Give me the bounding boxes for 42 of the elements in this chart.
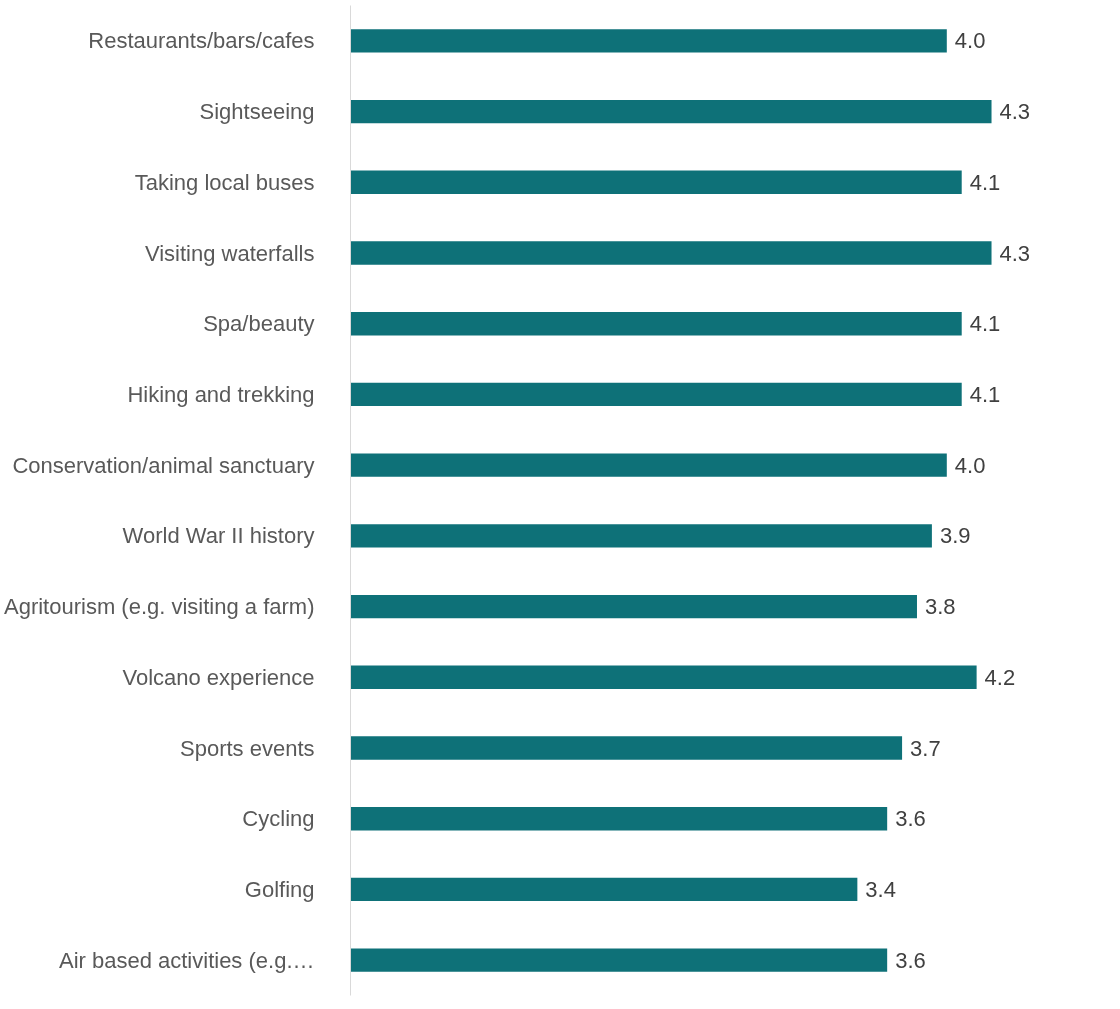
data-label: 3.6 — [895, 947, 926, 973]
y-tick-label: Taking local buses — [134, 169, 315, 195]
y-tick-label: Spa/beauty — [203, 311, 315, 337]
data-label: 4.1 — [969, 311, 1001, 337]
bar — [350, 877, 858, 902]
y-tick-label: Air based activities (e.g.… — [58, 947, 315, 973]
data-label: 4.0 — [954, 28, 986, 54]
y-tick-label: Golfing — [244, 876, 315, 902]
y-tick-label: Volcano experience — [122, 664, 315, 690]
y-tick-label: World War II history — [122, 523, 315, 549]
bar — [350, 736, 903, 760]
bar — [350, 312, 962, 336]
y-tick-label: Sports events — [179, 735, 315, 761]
data-label: 3.9 — [939, 523, 971, 549]
bar — [350, 453, 947, 477]
data-label: 3.7 — [910, 735, 941, 761]
data-label: 4.2 — [984, 664, 1016, 690]
bar — [350, 948, 888, 972]
bar — [350, 665, 977, 689]
bar — [350, 807, 888, 831]
y-tick-label: Sightseeing — [199, 99, 315, 125]
bar — [350, 524, 932, 548]
y-tick-label: Agritourism (e.g. visiting a farm) — [3, 594, 315, 620]
bar — [350, 170, 962, 194]
bar — [350, 382, 962, 407]
data-label: 3.8 — [924, 594, 956, 620]
y-tick-label: Conservation/animal sanctuary — [12, 452, 315, 478]
data-label: 3.4 — [865, 876, 896, 902]
bar — [350, 29, 947, 53]
data-label: 4.1 — [969, 169, 1001, 195]
bar — [350, 594, 917, 619]
y-tick-label: Restaurants/bars/cafes — [88, 28, 315, 54]
bar — [350, 99, 992, 124]
data-label: 4.1 — [969, 381, 1001, 407]
data-label: 3.6 — [895, 806, 926, 832]
data-label: 4.0 — [954, 452, 986, 478]
y-tick-label: Hiking and trekking — [127, 381, 315, 407]
data-label: 4.3 — [999, 99, 1031, 125]
bar — [350, 241, 992, 265]
y-tick-label: Cycling — [242, 806, 315, 832]
data-label: 4.3 — [999, 240, 1031, 266]
y-tick-label: Visiting waterfalls — [144, 240, 315, 266]
